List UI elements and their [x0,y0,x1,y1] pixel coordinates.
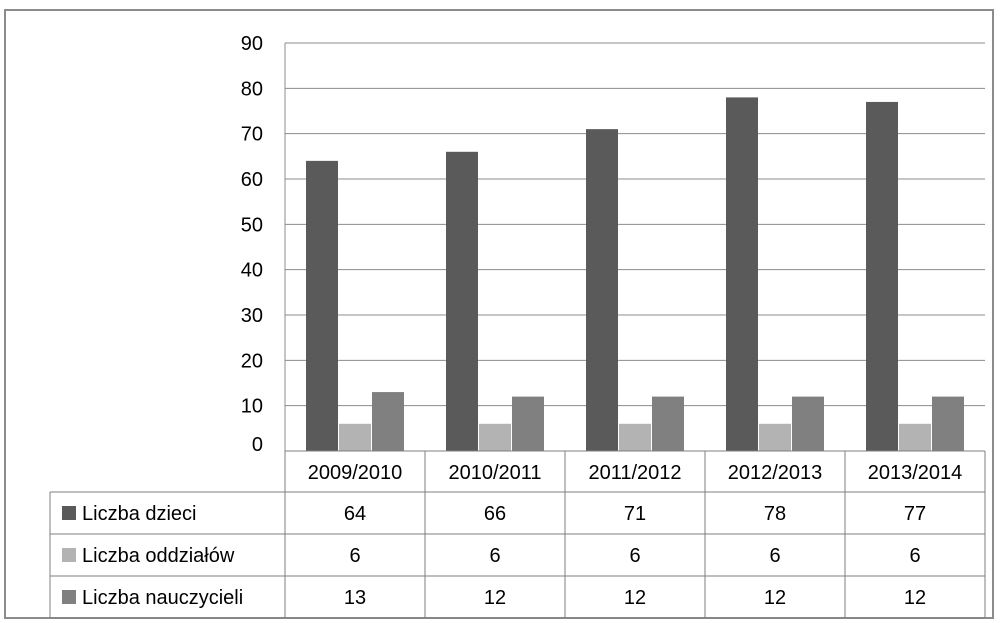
bar [512,396,544,451]
series-label: Liczba dzieci [82,503,197,525]
bar [306,160,338,451]
data-value: 6 [489,545,500,567]
x-category-label: 2012/2013 [728,462,823,484]
data-value: 6 [909,545,920,567]
y-tick-label: 20 [241,350,263,372]
data-value: 64 [344,503,366,525]
data-value: 66 [484,503,506,525]
bar [866,101,898,451]
x-category-label: 2009/2010 [308,462,403,484]
bar [759,423,791,451]
y-tick-label: 70 [241,124,263,146]
data-value: 77 [904,503,926,525]
bar [339,423,371,451]
legend-key [62,548,76,562]
bar [792,396,824,451]
series-label: Liczba nauczycieli [82,587,243,609]
legend-key [62,506,76,520]
y-tick-label: 30 [241,305,263,327]
x-category-label: 2011/2012 [588,462,681,484]
y-tick-label: 80 [241,78,263,100]
bar [619,423,651,451]
bar [586,129,618,451]
data-value: 71 [624,503,646,525]
data-value: 6 [769,545,780,567]
legend-key [62,590,76,604]
bar [652,396,684,451]
data-value: 6 [349,545,360,567]
x-category-label: 2010/2011 [448,462,541,484]
data-value: 12 [904,587,926,609]
bar [899,423,931,451]
y-tick-label: 90 [241,33,263,55]
data-value: 6 [629,545,640,567]
data-value: 12 [764,587,786,609]
series-label: Liczba oddziałów [82,545,235,567]
bar [932,396,964,451]
x-category-label: 2013/2014 [868,462,963,484]
data-value: 12 [484,587,506,609]
bar [726,97,758,452]
chart-frame [4,9,994,619]
bar [446,151,478,452]
data-value: 78 [764,503,786,525]
y-tick-label: 40 [241,260,263,282]
data-value: 13 [344,587,366,609]
bar [372,392,404,451]
y-tick-label: 50 [241,214,263,236]
y-tick-label: 10 [241,396,263,418]
y-tick-label: 60 [241,169,263,191]
bar [479,423,511,451]
data-value: 12 [624,587,646,609]
y-tick-label: 0 [252,434,263,456]
